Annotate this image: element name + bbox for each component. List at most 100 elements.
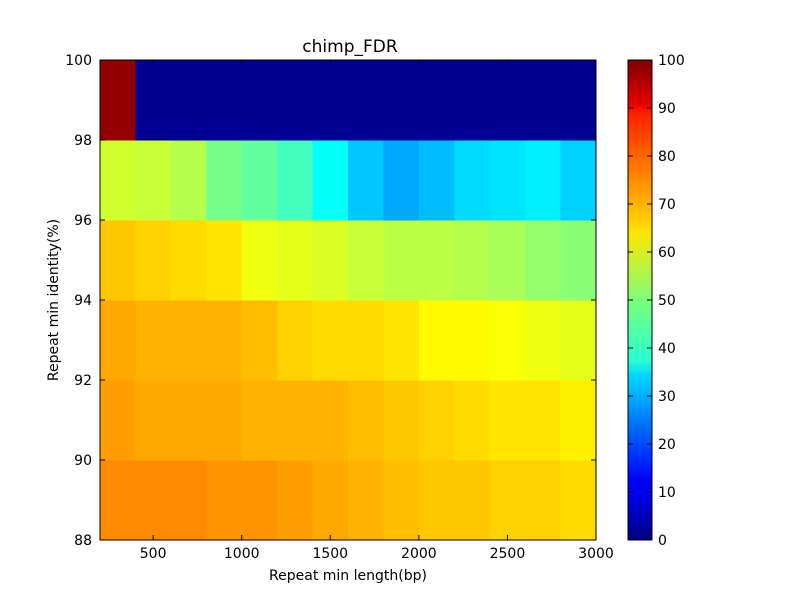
- heatmap-cell: [560, 300, 597, 381]
- heatmap-cell: [525, 60, 562, 141]
- heatmap-cell: [489, 220, 526, 301]
- heatmap-cell: [170, 140, 207, 221]
- heatmap-cell: [241, 60, 278, 141]
- heatmap-cell: [312, 460, 349, 541]
- heatmap-cell: [418, 60, 455, 141]
- heatmap-cell: [454, 220, 491, 301]
- heatmap-cell: [100, 140, 136, 221]
- heatmap-cell: [489, 60, 526, 141]
- x-tick-label: 1000: [224, 546, 260, 562]
- x-tick-label: 2000: [401, 546, 437, 562]
- colorbar-tick-label: 80: [658, 149, 676, 165]
- heatmap-cell: [383, 140, 420, 221]
- colorbar-tick-label: 20: [658, 437, 676, 453]
- y-tick-label: 92: [74, 373, 92, 389]
- colorbar-tick-label: 0: [658, 533, 667, 549]
- y-axis-label: Repeat min identity(%): [46, 219, 62, 381]
- y-tick-label: 100: [65, 53, 92, 69]
- colorbar-tick-label: 50: [658, 293, 676, 309]
- y-tick-label: 96: [74, 213, 92, 229]
- y-tick-label: 94: [74, 293, 92, 309]
- heatmap-cell: [170, 220, 207, 301]
- heatmap-cell: [418, 140, 455, 221]
- heatmap-cell: [560, 380, 597, 461]
- y-tick-label: 98: [74, 133, 92, 149]
- heatmap-cell: [170, 380, 207, 461]
- heatmap-cell: [312, 220, 349, 301]
- x-axis-ticks: 500 1000 1500 2000 2500 3000: [140, 60, 614, 562]
- colorbar-tick-label: 30: [658, 389, 676, 405]
- y-axis-ticks: 88 90 92 94 96 98 100: [65, 53, 596, 549]
- heatmap-cell: [206, 140, 243, 221]
- colorbar-tick-label: 40: [658, 341, 676, 357]
- heatmap-cell: [100, 460, 136, 541]
- heatmap-cell: [454, 140, 491, 221]
- chart-title: chimp_FDR: [302, 37, 398, 57]
- heatmap-cell: [135, 380, 172, 461]
- heatmap-cell: [312, 60, 349, 141]
- heatmap-cell: [525, 380, 562, 461]
- heatmap-cell: [170, 300, 207, 381]
- heatmap-cell: [525, 220, 562, 301]
- heatmap-cell: [241, 140, 278, 221]
- heatmap-cell: [383, 300, 420, 381]
- heatmap-cell: [100, 60, 136, 141]
- heatmap-cell: [454, 60, 491, 141]
- heatmap-cell: [525, 300, 562, 381]
- heatmap-cell: [418, 220, 455, 301]
- heatmap-cells: [100, 60, 597, 541]
- heatmap-cell: [348, 460, 384, 541]
- heatmap-cell: [277, 60, 314, 141]
- x-tick-label: 1500: [312, 546, 348, 562]
- heatmap-cell: [454, 300, 491, 381]
- heatmap-cell: [135, 460, 172, 541]
- heatmap-cell: [525, 140, 562, 221]
- x-tick-label: 2500: [490, 546, 526, 562]
- heatmap-cell: [241, 300, 278, 381]
- heatmap-cell: [489, 300, 526, 381]
- heatmap-cell: [206, 460, 243, 541]
- heatmap-cell: [525, 460, 562, 541]
- x-tick-label: 500: [140, 546, 167, 562]
- heatmap-cell: [277, 140, 314, 221]
- heatmap-cell: [383, 460, 420, 541]
- heatmap-cell: [418, 300, 455, 381]
- heatmap-cell: [277, 220, 314, 301]
- colorbar-tick-label: 60: [658, 245, 676, 261]
- heatmap-cell: [560, 460, 597, 541]
- heatmap-cell: [348, 60, 384, 141]
- heatmap-cell: [348, 220, 384, 301]
- heatmap-cell: [418, 380, 455, 461]
- heatmap-cell: [383, 220, 420, 301]
- heatmap-cell: [277, 300, 314, 381]
- heatmap-cell: [454, 460, 491, 541]
- heatmap-cell: [100, 380, 136, 461]
- heatmap-cell: [277, 380, 314, 461]
- heatmap-cell: [135, 140, 172, 221]
- y-tick-label: 88: [74, 533, 92, 549]
- heatmap-cell: [312, 380, 349, 461]
- x-tick-label: 3000: [578, 546, 614, 562]
- y-tick-label: 90: [74, 453, 92, 469]
- heatmap-cell: [489, 380, 526, 461]
- heatmap-cell: [277, 460, 314, 541]
- heatmap-cell: [560, 60, 597, 141]
- heatmap-cell: [135, 60, 172, 141]
- heatmap-cell: [206, 380, 243, 461]
- heatmap-cell: [206, 60, 243, 141]
- heatmap-cell: [348, 300, 384, 381]
- heatmap-cell: [560, 220, 597, 301]
- heatmap-cell: [206, 220, 243, 301]
- heatmap-cell: [135, 220, 172, 301]
- heatmap-cell: [241, 380, 278, 461]
- heatmap-cell: [383, 380, 420, 461]
- heatmap-cell: [100, 220, 136, 301]
- heatmap-cell: [489, 460, 526, 541]
- heatmap-cell: [170, 460, 207, 541]
- heatmap-cell: [348, 380, 384, 461]
- heatmap-cell: [348, 140, 384, 221]
- colorbar-tick-label: 70: [658, 197, 676, 213]
- heatmap-cell: [170, 60, 207, 141]
